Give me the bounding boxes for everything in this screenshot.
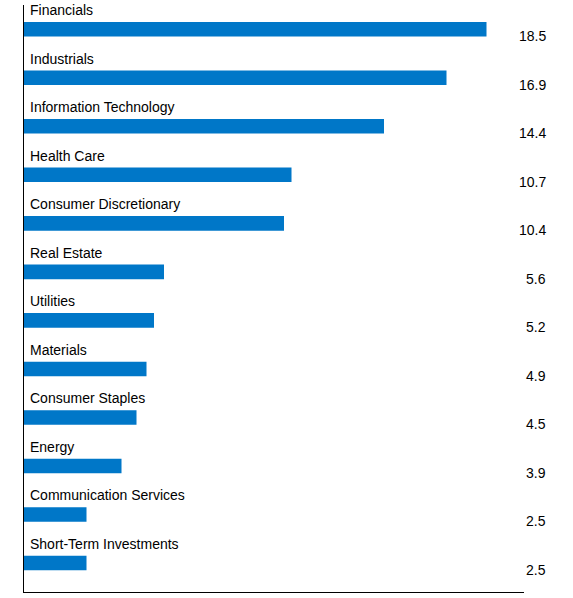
svg-text:Communication Services: Communication Services <box>30 487 185 503</box>
svg-text:4.5: 4.5 <box>526 416 546 432</box>
svg-text:Consumer Staples: Consumer Staples <box>30 390 145 406</box>
svg-text:4.9: 4.9 <box>526 368 546 384</box>
svg-text:5.6: 5.6 <box>526 271 546 287</box>
svg-text:Utilities: Utilities <box>30 293 75 309</box>
svg-text:10.4: 10.4 <box>519 222 546 238</box>
svg-text:Health Care: Health Care <box>30 148 105 164</box>
svg-text:Information Technology: Information Technology <box>30 99 175 115</box>
svg-text:16.9: 16.9 <box>519 77 546 93</box>
svg-text:3.9: 3.9 <box>526 465 546 481</box>
svg-text:Financials: Financials <box>30 2 93 18</box>
svg-text:2.5: 2.5 <box>526 562 546 578</box>
svg-text:18.5: 18.5 <box>519 28 546 44</box>
svg-text:Real Estate: Real Estate <box>30 245 103 261</box>
svg-text:10.7: 10.7 <box>519 174 546 190</box>
svg-text:5.2: 5.2 <box>526 319 546 335</box>
svg-text:Materials: Materials <box>30 342 87 358</box>
svg-text:14.4: 14.4 <box>519 125 546 141</box>
svg-text:Short-Term Investments: Short-Term Investments <box>30 536 179 552</box>
svg-text:2.5: 2.5 <box>526 513 546 529</box>
svg-text:Consumer Discretionary: Consumer Discretionary <box>30 196 180 212</box>
svg-text:Energy: Energy <box>30 439 74 455</box>
svg-text:Industrials: Industrials <box>30 51 94 67</box>
